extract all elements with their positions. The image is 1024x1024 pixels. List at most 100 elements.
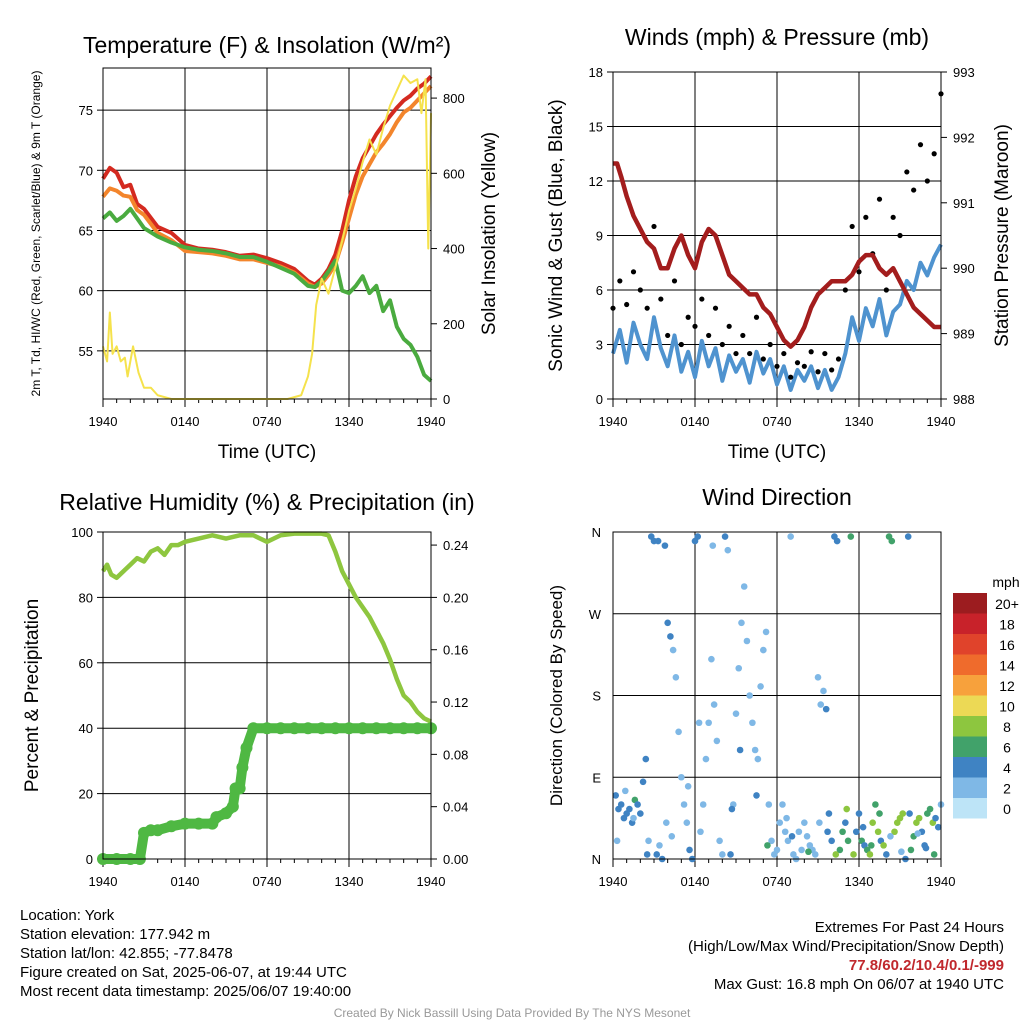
legend-swatch <box>953 757 987 778</box>
direction-point <box>907 846 915 854</box>
data-point-precip <box>288 722 301 735</box>
legend-label: 6 <box>1003 740 1011 756</box>
plot-frame <box>612 531 942 860</box>
max-gust-text: Max Gust: 16.8 mph On 06/07 at 1940 UTC <box>713 976 1004 993</box>
legend-swatch <box>953 695 987 716</box>
y-axis-label: 2m T, Td, HI/WC (Red, Green, Scarlet/Blu… <box>29 71 43 397</box>
y-tick-label: 12 <box>589 174 603 189</box>
x-tick-label: 1940 <box>927 874 956 889</box>
plot-frame <box>102 67 432 400</box>
y2-tick-label: 600 <box>443 166 465 181</box>
x-tick-label: 0140 <box>171 414 200 429</box>
y2-tick-label: 0.08 <box>443 747 468 762</box>
data-point-gust <box>931 151 937 157</box>
y-tick-label: 40 <box>79 721 93 736</box>
y2-tick-label: 0.16 <box>443 643 468 658</box>
data-point-precip <box>329 722 342 735</box>
data-point-precip <box>210 811 223 824</box>
direction-point <box>852 828 860 836</box>
data-point-gust <box>829 367 835 373</box>
data-point-precip <box>411 722 424 735</box>
extremes-values: 77.8/60.2/10.4/0.1/-999 <box>848 957 1004 974</box>
data-point-gust <box>788 374 794 380</box>
y-tick-label: 65 <box>79 223 93 238</box>
y2-axis-label: Station Pressure (Maroon) <box>992 124 1013 347</box>
legend-label: 2 <box>1003 781 1011 797</box>
direction-point <box>760 646 767 654</box>
direction-point <box>915 814 923 822</box>
y-tick-label: 0 <box>596 392 603 407</box>
data-point-gust <box>774 363 780 369</box>
y-tick-label: 100 <box>71 525 93 540</box>
direction-point <box>668 832 676 840</box>
direction-point <box>868 842 875 849</box>
data-point-gust <box>767 341 773 348</box>
data-point-gust <box>726 323 732 329</box>
direction-point <box>787 533 794 540</box>
y-tick-label: W <box>589 607 602 622</box>
direction-point <box>899 810 907 817</box>
direction-point <box>822 705 830 713</box>
direction-point <box>694 533 702 540</box>
direction-point <box>716 837 723 845</box>
data-point-precip <box>247 722 260 735</box>
direction-point <box>645 837 652 845</box>
direction-point <box>874 828 882 836</box>
location-text: Location: York <box>20 907 115 924</box>
data-point-precip <box>192 817 205 830</box>
data-point-gust <box>671 278 678 284</box>
data-point-precip <box>384 722 396 735</box>
legend-swatch <box>953 716 987 737</box>
data-point-gust <box>911 187 917 193</box>
data-point-precip <box>233 782 246 795</box>
x-tick-label: 0740 <box>253 874 282 889</box>
direction-point <box>672 674 680 681</box>
legend-label: 10 <box>999 699 1015 715</box>
direction-point <box>824 828 831 836</box>
direction-point <box>811 851 819 858</box>
x-tick-label: 1940 <box>599 414 628 429</box>
y2-tick-label: 0.20 <box>443 590 468 605</box>
direction-point <box>872 801 879 808</box>
direction-point <box>749 719 756 727</box>
data-point-precip <box>226 800 239 813</box>
direction-point <box>887 832 894 840</box>
direction-point <box>697 828 704 836</box>
legend-swatch <box>953 675 987 696</box>
direction-point <box>669 646 677 654</box>
direction-point <box>816 819 823 826</box>
data-point-precip <box>370 722 383 735</box>
x-tick-label: 0740 <box>763 414 792 429</box>
data-point-precip <box>356 722 369 735</box>
direction-point <box>654 537 662 545</box>
direction-point <box>866 851 874 858</box>
direction-point <box>757 683 764 690</box>
direction-point <box>732 710 740 717</box>
data-point-gust <box>856 269 862 275</box>
data-point-gust <box>644 305 650 311</box>
direction-point <box>663 819 670 826</box>
direction-point <box>653 851 661 858</box>
direction-point <box>634 801 641 808</box>
elevation-text: Station elevation: 177.942 m <box>20 926 211 943</box>
y2-tick-label: 988 <box>953 392 975 407</box>
y2-tick-label: 0.12 <box>443 695 468 710</box>
legend-swatch <box>953 634 987 655</box>
direction-point <box>850 851 857 858</box>
y-tick-label: 60 <box>79 656 93 671</box>
direction-point <box>612 792 620 799</box>
extremes-desc: (High/Low/Max Wind/Precipitation/Snow De… <box>688 938 1004 955</box>
data-point-gust <box>808 349 814 355</box>
data-point-gust <box>863 214 869 220</box>
data-point-gust <box>624 301 630 308</box>
data-point-gust <box>733 350 739 357</box>
direction-point <box>642 755 650 763</box>
direction-point <box>773 846 781 854</box>
legend-label: 16 <box>999 637 1015 653</box>
series-line-wind <box>611 243 943 392</box>
direction-point <box>843 805 850 813</box>
y2-tick-label: 800 <box>443 91 465 106</box>
direction-point <box>842 819 849 826</box>
direction-point <box>667 633 674 640</box>
